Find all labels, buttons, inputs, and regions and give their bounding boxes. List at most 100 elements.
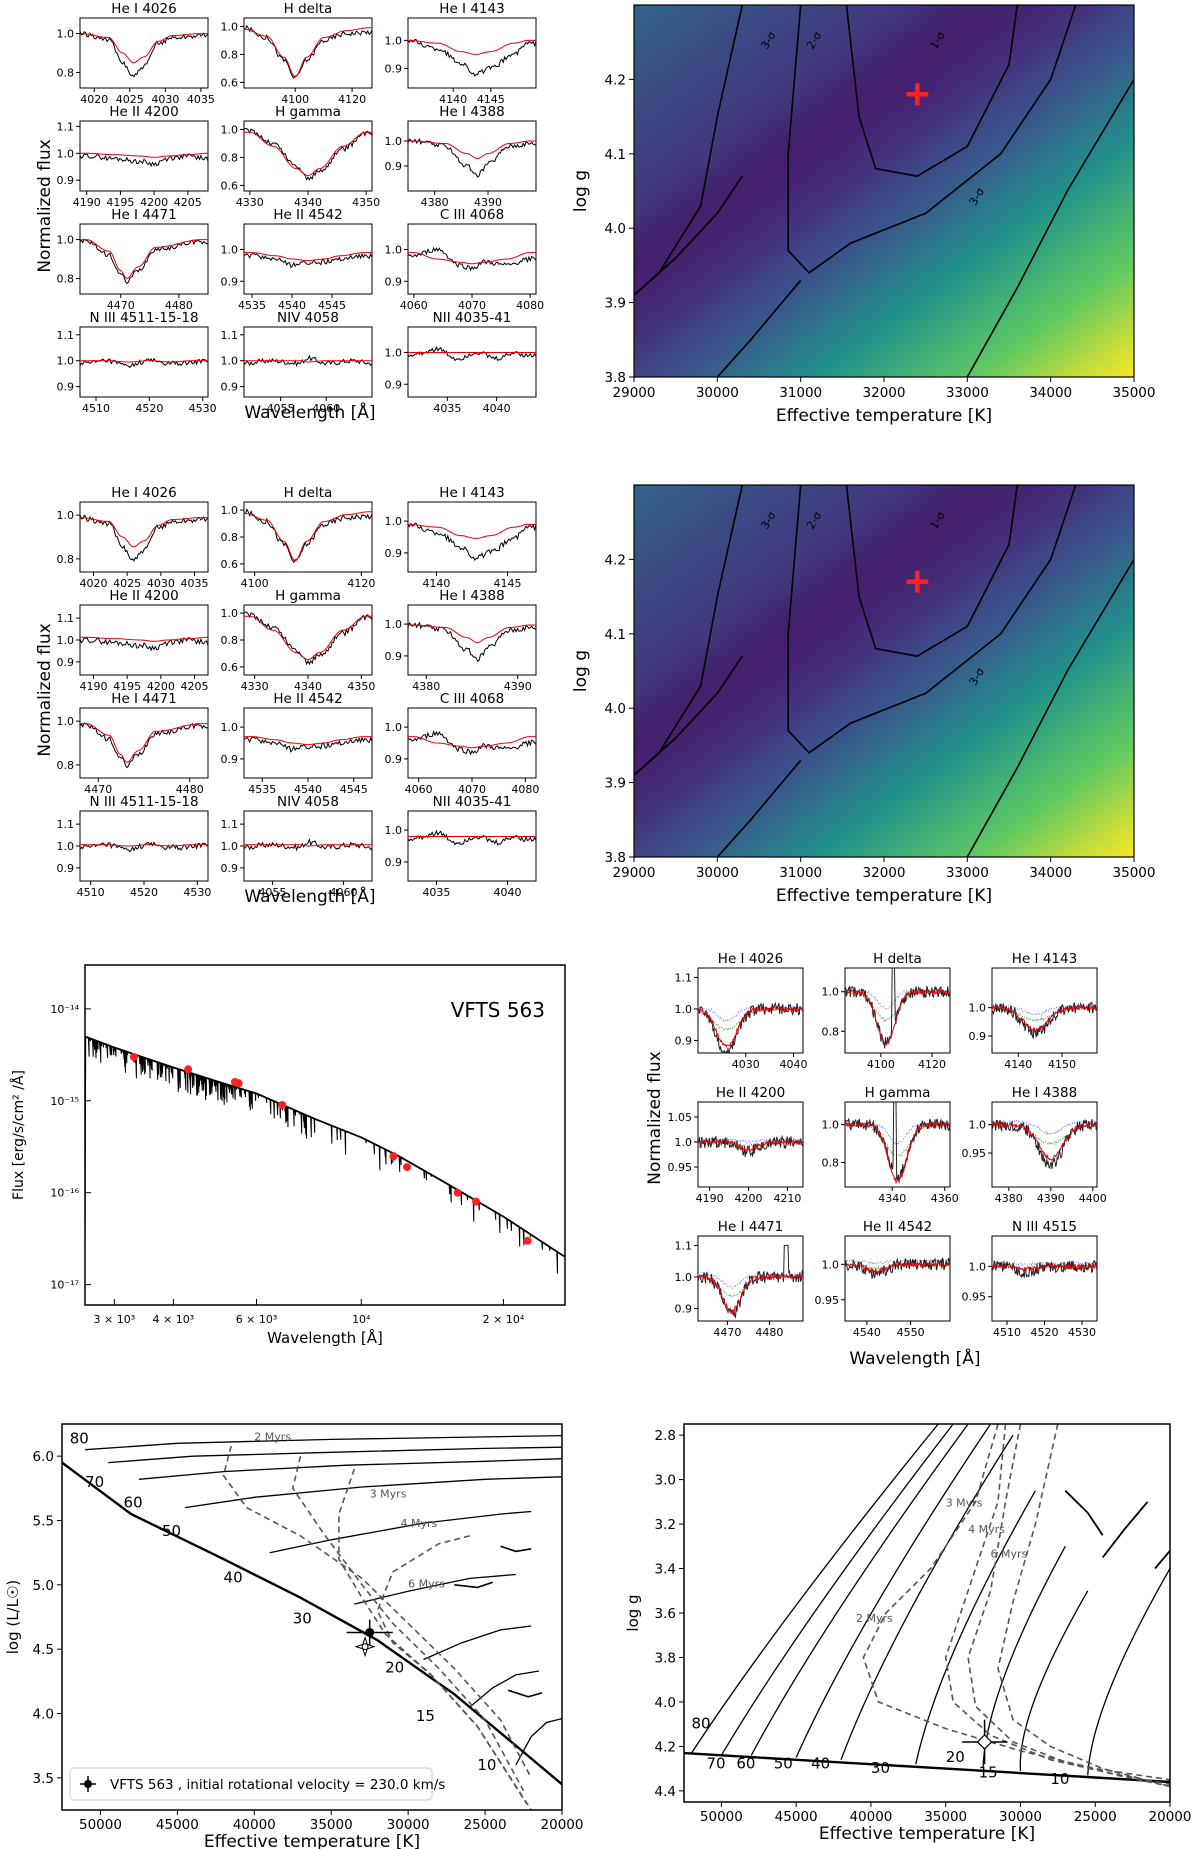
model-spectrum bbox=[408, 39, 536, 55]
y-tick-label: 6.0 bbox=[33, 1449, 54, 1465]
heatmap-overlay bbox=[634, 5, 1134, 377]
subplot-title: N III 4511-15-18 bbox=[89, 310, 198, 326]
subplot-frame bbox=[407, 326, 537, 398]
y-tick-label: 0.9 bbox=[221, 753, 239, 766]
x-tick-label: 4035 bbox=[187, 93, 215, 106]
y-tick-label: 0.9 bbox=[221, 381, 239, 394]
subplot-lines bbox=[698, 1244, 803, 1319]
y-tick-label: 1.0 bbox=[385, 34, 403, 47]
x-tick-label: 4470 bbox=[713, 1326, 741, 1339]
line-fits-1-subplot: He I 4388 4380 4390 0.9 1.0 bbox=[385, 104, 537, 209]
subplot-frame bbox=[79, 223, 209, 295]
line-fits-1-subplot: He I 4026 4020 4025 4030 4035 0.8 1.0 bbox=[57, 1, 215, 106]
model-spectrum bbox=[408, 252, 536, 265]
x-tick-label: 25000 bbox=[1074, 1809, 1117, 1825]
line-fits-vfts563-subplot: He I 4471 4470 4480 0.9 1.0 1.1 bbox=[675, 1219, 804, 1339]
y-tick-label: 1.1 bbox=[221, 818, 239, 831]
isochrone bbox=[222, 1445, 532, 1779]
y-axis-label: Normalized flux bbox=[35, 623, 55, 756]
x-tick-label: 4535 bbox=[238, 299, 266, 312]
x-tick-label: 4120 bbox=[347, 577, 375, 590]
subplot-title: C III 4068 bbox=[440, 207, 504, 223]
y-tick-label: 2.8 bbox=[655, 1428, 676, 1444]
isochrone-label: 4 Myrs bbox=[968, 1523, 1005, 1536]
x-tick-label: 4120 bbox=[918, 1058, 946, 1071]
x-tick-label: 4340 bbox=[294, 680, 322, 693]
y-tick-label: 4.2 bbox=[605, 72, 626, 88]
track-hook bbox=[500, 1545, 532, 1553]
observed-spectrum bbox=[408, 522, 536, 562]
evolution-track bbox=[915, 1490, 1036, 1765]
evolution-track bbox=[423, 1625, 532, 1661]
x-tick-label: 4545 bbox=[340, 783, 368, 796]
x-tick-label: 4510 bbox=[77, 886, 105, 899]
y-tick-label: 1.0 bbox=[221, 721, 239, 734]
line-fits-1-subplot: H delta 4100 4120 0.6 0.8 1.0 bbox=[221, 1, 373, 106]
x-tick-label: 4520 bbox=[135, 402, 163, 415]
x-tick-label: 4330 bbox=[236, 196, 264, 209]
subplot-lines bbox=[80, 514, 208, 562]
y-tick-label: 1.0 bbox=[221, 840, 239, 853]
x-tick-label: 4200 bbox=[140, 196, 168, 209]
y-axis-label: Normalized flux bbox=[35, 139, 55, 272]
y-tick-label: 1.0 bbox=[57, 840, 75, 853]
x-tick-label: 4035 bbox=[181, 577, 209, 590]
evolution-track bbox=[750, 1424, 969, 1756]
y-tick-label: 1.0 bbox=[57, 147, 75, 160]
subplot-title: NIV 4058 bbox=[277, 310, 339, 326]
y-tick-label: 3.5 bbox=[33, 1771, 54, 1787]
x-tick-label: 4080 bbox=[511, 783, 539, 796]
x-tick-label: 4400 bbox=[1079, 1192, 1107, 1205]
y-tick-label: 1.0 bbox=[221, 355, 239, 368]
x-tick-label: 4025 bbox=[113, 577, 141, 590]
subplot-title: He II 4200 bbox=[109, 104, 178, 120]
subplot-frame bbox=[991, 1101, 1098, 1188]
x-tick-label: 4200 bbox=[147, 680, 175, 693]
legend-label: VFTS 563 , initial rotational velocity =… bbox=[110, 1777, 445, 1793]
y-tick-label: 0.9 bbox=[221, 862, 239, 875]
y-tick-label: 0.95 bbox=[962, 1291, 987, 1304]
x-tick-label: 4520 bbox=[130, 886, 158, 899]
subplot-lines bbox=[992, 1001, 1097, 1039]
track-mass-label: 60 bbox=[736, 1755, 755, 1773]
observed-spectrum bbox=[408, 730, 536, 756]
x-tick-label: 30000 bbox=[696, 865, 739, 881]
track-mass-label: 15 bbox=[416, 1707, 435, 1725]
x-tick-label: 4360 bbox=[931, 1192, 959, 1205]
y-tick-label: 3.0 bbox=[655, 1473, 676, 1489]
y-tick-label: 0.95 bbox=[962, 1147, 987, 1160]
line-fits-2-subplot: He I 4026 4020 4025 4030 4035 0.8 1.0 bbox=[57, 485, 209, 590]
y-tick-label: 1.0 bbox=[221, 504, 239, 517]
star-marker bbox=[365, 1627, 375, 1637]
y-tick-label: 1.0 bbox=[822, 1119, 840, 1132]
subplot-title: He II 4542 bbox=[273, 691, 342, 707]
y-tick-label: 4.1 bbox=[605, 147, 626, 163]
subplot-frame bbox=[844, 1101, 951, 1188]
subplot-lines bbox=[244, 127, 372, 181]
model-spectrum bbox=[244, 736, 372, 746]
y-tick-label: 0.8 bbox=[57, 759, 75, 772]
y-tick-label: 1.0 bbox=[221, 243, 239, 256]
y-tick-label: 0.8 bbox=[221, 531, 239, 544]
x-axis-label: Wavelength [Å] bbox=[849, 1347, 980, 1369]
y-tick-label: 1.1 bbox=[57, 329, 75, 342]
subplot-lines bbox=[992, 1260, 1097, 1279]
y-tick-label: 0.9 bbox=[385, 753, 403, 766]
isochrone-label: 6 Myrs bbox=[408, 1577, 445, 1590]
line-fits-vfts563-subplot: He I 4143 4140 4150 0.9 1.0 bbox=[969, 951, 1098, 1071]
y-tick-label: 3.8 bbox=[655, 1650, 676, 1666]
y-axis-label: Normalized flux bbox=[645, 1051, 665, 1184]
line-fits-1-subplot: He II 4542 4535 4540 4545 0.9 1.0 bbox=[221, 207, 373, 312]
y-tick-label: 3.6 bbox=[655, 1606, 676, 1622]
x-tick-label: 4550 bbox=[897, 1326, 925, 1339]
subplot-title: H gamma bbox=[865, 1085, 931, 1101]
line-fits-2-subplot: He I 4471 4470 4480 0.8 1.0 bbox=[57, 691, 209, 796]
photometry-point bbox=[184, 1065, 193, 1074]
x-tick-label: 4350 bbox=[352, 196, 380, 209]
x-tick-label: 4055 bbox=[267, 402, 295, 415]
y-tick-label: 1.0 bbox=[57, 28, 75, 41]
isochrone bbox=[376, 1535, 532, 1810]
x-tick-label: 4040 bbox=[494, 886, 522, 899]
